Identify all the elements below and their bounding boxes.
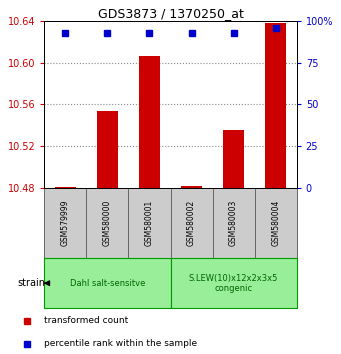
Bar — [55, 187, 76, 188]
Bar — [170, 188, 212, 258]
Bar — [139, 56, 160, 188]
Text: GSM580004: GSM580004 — [271, 200, 280, 246]
Bar — [265, 23, 286, 188]
Text: GSM580001: GSM580001 — [145, 200, 154, 246]
Text: GSM579999: GSM579999 — [61, 200, 70, 246]
Text: GSM580000: GSM580000 — [103, 200, 112, 246]
Bar — [170, 258, 297, 308]
Bar — [212, 188, 255, 258]
Text: transformed count: transformed count — [44, 316, 129, 325]
Text: GSM580002: GSM580002 — [187, 200, 196, 246]
Text: Dahl salt-sensitve: Dahl salt-sensitve — [70, 279, 145, 288]
Bar — [255, 188, 297, 258]
Bar — [181, 185, 202, 188]
Text: GSM580003: GSM580003 — [229, 200, 238, 246]
Bar — [44, 258, 170, 308]
Bar — [223, 130, 244, 188]
Text: percentile rank within the sample: percentile rank within the sample — [44, 339, 197, 348]
Bar — [44, 188, 86, 258]
Text: strain: strain — [17, 278, 45, 288]
Title: GDS3873 / 1370250_at: GDS3873 / 1370250_at — [98, 7, 243, 20]
Bar — [86, 188, 129, 258]
Bar — [97, 111, 118, 188]
Text: S.LEW(10)x12x2x3x5
congenic: S.LEW(10)x12x2x3x5 congenic — [189, 274, 278, 293]
Bar — [129, 188, 170, 258]
